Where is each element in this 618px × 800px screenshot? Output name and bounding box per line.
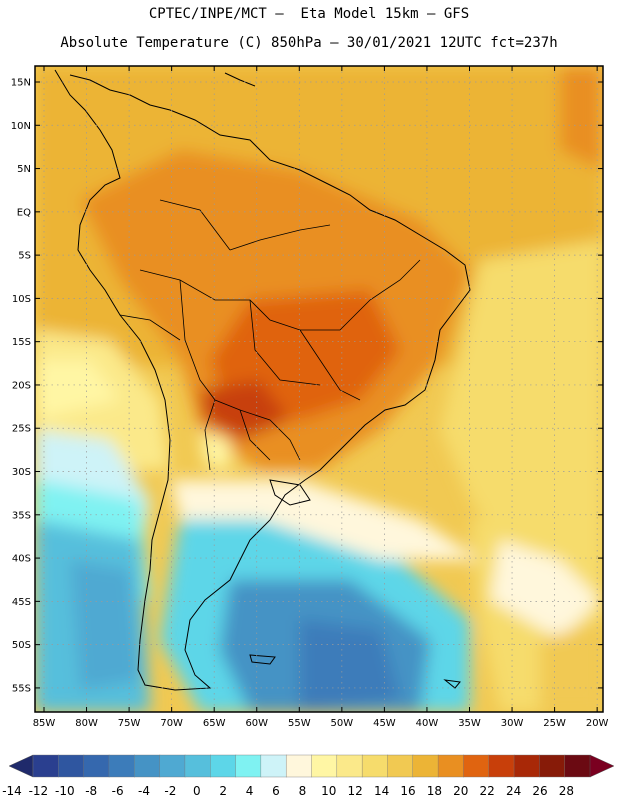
lat-label: 50S — [12, 640, 31, 651]
lat-label: 40S — [12, 554, 31, 565]
colorbar-swatch — [134, 754, 161, 778]
colorbar-label: 18 — [427, 784, 442, 798]
lat-label: 35S — [12, 510, 31, 521]
lon-label: 35W — [458, 718, 481, 729]
colorbar-swatch — [513, 754, 540, 778]
colorbar-swatch — [32, 754, 59, 778]
colorbar-label: 4 — [246, 784, 254, 798]
colorbar-label: -8 — [85, 784, 97, 798]
lat-label: 30S — [12, 467, 31, 478]
colorbar-label: 12 — [348, 784, 363, 798]
lat-label: 15N — [11, 78, 31, 89]
lat-label: 20S — [12, 380, 31, 391]
colorbar-swatch — [311, 754, 338, 778]
lat-label: 10S — [12, 294, 31, 305]
latitude-labels: 15N 10N 5N EQ 5S 10S 15S 20S 25S 30S 35S 40S 45S 50S 5… — [11, 78, 31, 695]
lon-label: 70W — [160, 718, 183, 729]
temperature-field — [35, 66, 603, 712]
colorbar-swatch — [285, 754, 313, 778]
colorbar-swatch — [108, 754, 135, 778]
lat-label: EQ — [17, 207, 31, 218]
colorbar-label: 14 — [374, 784, 389, 798]
colorbar-swatch — [437, 754, 465, 778]
lon-label: 40W — [416, 718, 439, 729]
colorbar-swatch — [235, 754, 262, 778]
map-border — [34, 65, 604, 713]
axis-ticks — [35, 66, 603, 712]
lon-label: 45W — [373, 718, 396, 729]
lon-label: 75W — [118, 718, 141, 729]
colorbar-swatch — [412, 754, 439, 778]
title-line-1: CPTEC/INPE/MCT – Eta Model 15km – GFS — [148, 6, 470, 22]
lon-label: 55W — [288, 718, 311, 729]
colorbar-label: 28 — [559, 784, 574, 798]
colorbar-swatch — [387, 754, 414, 778]
lon-label: 20W — [586, 718, 609, 729]
colorbar-label: 8 — [299, 784, 307, 798]
colorbar-label: -10 — [55, 784, 75, 798]
lon-label: 50W — [331, 718, 354, 729]
lat-label: 5N — [17, 164, 31, 175]
colorbar-label: -4 — [138, 784, 150, 798]
colorbar-swatch — [463, 754, 490, 778]
colorbar-under-arrow — [8, 754, 34, 778]
lon-label: 65W — [203, 718, 226, 729]
colorbar-label: 22 — [480, 784, 495, 798]
colorbar-swatch — [488, 754, 515, 778]
colorbar-label: 20 — [453, 784, 468, 798]
colorbar-label: -14 — [2, 784, 22, 798]
lon-label: 85W — [33, 718, 56, 729]
colorbar-label: -2 — [164, 784, 176, 798]
title-line-2: Absolute Temperature (C) 850hPa – 30/01/… — [60, 35, 558, 51]
lat-label: 45S — [12, 597, 31, 608]
colorbar-label: 0 — [193, 784, 201, 798]
colorbar-swatch — [184, 754, 211, 778]
colorbar-swatch — [58, 754, 85, 778]
lat-label: 55S — [12, 683, 31, 694]
colorbar-swatch — [210, 754, 237, 778]
colorbar-label: 10 — [321, 784, 336, 798]
lon-label: 80W — [75, 718, 98, 729]
lon-label: 30W — [501, 718, 524, 729]
lat-label: 25S — [12, 424, 31, 435]
colorbar-label: 6 — [272, 784, 280, 798]
colorbar-label: -6 — [112, 784, 124, 798]
graticule — [35, 66, 603, 712]
colorbar-swatch — [361, 754, 389, 778]
colorbar-swatch — [83, 754, 110, 778]
lat-label: 10N — [11, 121, 31, 132]
colorbar-swatch — [336, 754, 363, 778]
colorbar-swatch — [159, 754, 186, 778]
colorbar-swatch — [564, 754, 591, 778]
longitude-labels: 85W 80W 75W 70W 65W 60W 55W 50W 45W 40W 35W 30W 25W 2… — [33, 718, 609, 729]
lon-label: 25W — [543, 718, 566, 729]
colorbar-swatch — [260, 754, 287, 778]
colorbar-label: 26 — [532, 784, 547, 798]
colorbar-label: 24 — [506, 784, 521, 798]
colorbar-over-arrow — [589, 754, 615, 778]
lat-label: 15S — [12, 337, 31, 348]
colorbar-label: 16 — [400, 784, 415, 798]
coastline — [54, 69, 471, 691]
lat-label: 5S — [18, 251, 31, 262]
colorbar-swatch — [539, 754, 566, 778]
country-borders — [119, 199, 421, 471]
colorbar-label: -12 — [29, 784, 49, 798]
lon-label: 60W — [245, 718, 268, 729]
colorbar: -14 -12 -10 -8 -6 -4 -2 0 2 4 6 8 10 12 14 16 18 20 22 24 26… — [2, 754, 615, 798]
colorbar-label: 2 — [219, 784, 227, 798]
